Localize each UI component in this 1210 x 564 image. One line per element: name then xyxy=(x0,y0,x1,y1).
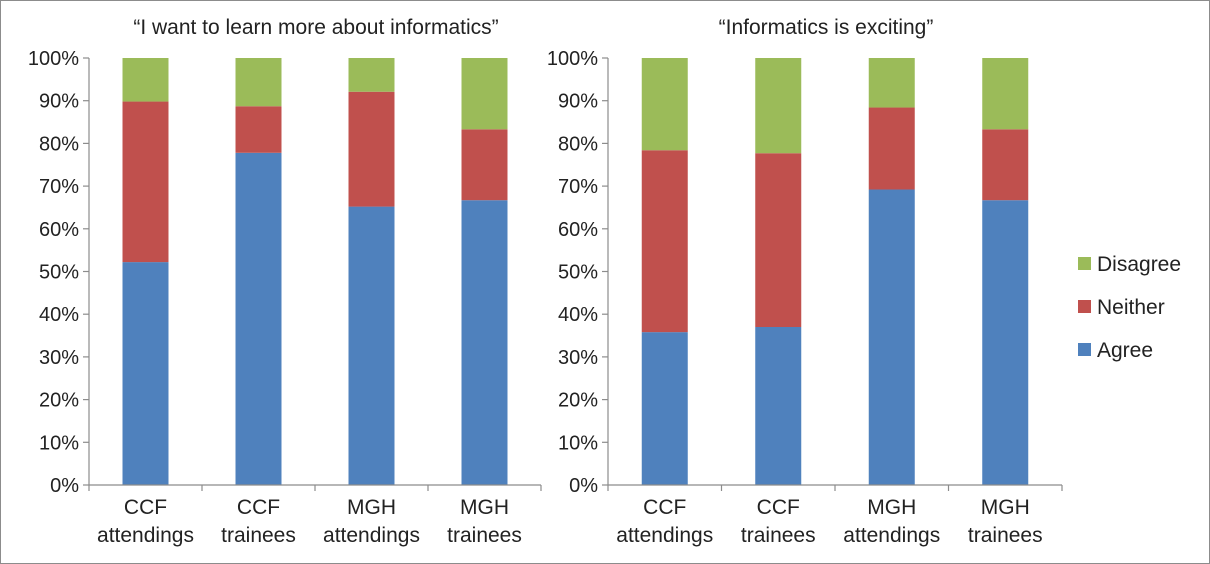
bar-segment-agree xyxy=(641,332,688,485)
x-tick-label: CCF xyxy=(237,496,280,519)
x-tick-label: MGH xyxy=(347,496,396,519)
bar-segment-neither xyxy=(122,101,169,263)
bar-segment-neither xyxy=(868,107,915,190)
x-tick-label: CCF xyxy=(643,496,686,519)
bar-segment-disagree xyxy=(641,58,688,151)
y-tick-label: 100% xyxy=(28,48,79,70)
x-tick-label: attendings xyxy=(616,524,713,547)
x-tick-label: attendings xyxy=(97,524,194,547)
bar-segment-agree xyxy=(122,262,169,485)
legend-label-neither: Neither xyxy=(1097,296,1165,319)
x-tick-label: trainees xyxy=(447,524,522,547)
legend: Disagree Neither Agree xyxy=(1078,253,1181,362)
bar-segment-disagree xyxy=(982,58,1029,130)
y-tick-label: 30% xyxy=(558,347,598,369)
x-tick-label: CCF xyxy=(757,496,800,519)
bar-segment-neither xyxy=(982,129,1029,201)
y-tick-label: 30% xyxy=(39,347,79,369)
chart-panel-learn-more: “I want to learn more about informatics”… xyxy=(28,16,542,547)
y-tick-label: 60% xyxy=(39,219,79,241)
y-tick-label: 50% xyxy=(558,262,598,284)
bar-segment-neither xyxy=(235,106,282,153)
bar-segment-neither xyxy=(348,91,395,207)
legend-label-agree: Agree xyxy=(1097,339,1153,362)
bar-segment-agree xyxy=(348,206,395,485)
x-tick-label: MGH xyxy=(867,496,916,519)
bar-segment-disagree xyxy=(348,58,395,92)
legend-swatch-neither xyxy=(1078,300,1091,313)
y-tick-label: 40% xyxy=(558,304,598,326)
y-tick-label: 70% xyxy=(558,176,598,198)
bar-segment-disagree xyxy=(122,58,169,102)
y-tick-label: 70% xyxy=(39,176,79,198)
x-tick-label: trainees xyxy=(741,524,816,547)
bar-segment-agree xyxy=(868,189,915,486)
bar-segment-neither xyxy=(461,129,508,201)
y-tick-label: 60% xyxy=(558,219,598,241)
x-tick-label: trainees xyxy=(968,524,1043,547)
x-tick-label: attendings xyxy=(843,524,940,547)
y-tick-label: 0% xyxy=(50,475,79,497)
legend-swatch-agree xyxy=(1078,343,1091,356)
y-tick-label: 20% xyxy=(558,390,598,412)
bar-segment-agree xyxy=(755,327,802,485)
bar-segment-agree xyxy=(461,200,508,486)
chart-title: “Informatics is exciting” xyxy=(719,16,934,39)
y-tick-label: 100% xyxy=(547,48,598,70)
y-tick-label: 90% xyxy=(558,91,598,113)
y-tick-label: 40% xyxy=(39,304,79,326)
chart-panel-exciting: “Informatics is exciting” 0% 10% 20% 30% 40%… xyxy=(547,16,1063,547)
y-tick-label: 80% xyxy=(39,133,79,155)
y-tick-label: 90% xyxy=(39,91,79,113)
x-tick-label: attendings xyxy=(323,524,420,547)
legend-swatch-disagree xyxy=(1078,257,1091,270)
x-tick-label: MGH xyxy=(460,496,509,519)
bar-segment-disagree xyxy=(868,58,915,108)
y-tick-label: 80% xyxy=(558,133,598,155)
x-tick-label: CCF xyxy=(124,496,167,519)
y-tick-label: 50% xyxy=(39,262,79,284)
bar-segment-neither xyxy=(755,153,802,328)
y-tick-label: 10% xyxy=(558,432,598,454)
y-tick-label: 0% xyxy=(569,475,598,497)
chart-title: “I want to learn more about informatics” xyxy=(133,16,498,39)
bar-segment-disagree xyxy=(235,58,282,107)
bar-segment-disagree xyxy=(755,58,802,154)
bar-segment-agree xyxy=(982,200,1029,486)
y-tick-label: 10% xyxy=(39,432,79,454)
y-tick-label: 20% xyxy=(39,390,79,412)
bar-segment-disagree xyxy=(461,58,508,130)
bar-segment-neither xyxy=(641,150,688,333)
bar-segment-agree xyxy=(235,152,282,485)
legend-label-disagree: Disagree xyxy=(1097,253,1181,276)
x-tick-label: trainees xyxy=(221,524,296,547)
x-tick-label: MGH xyxy=(981,496,1030,519)
